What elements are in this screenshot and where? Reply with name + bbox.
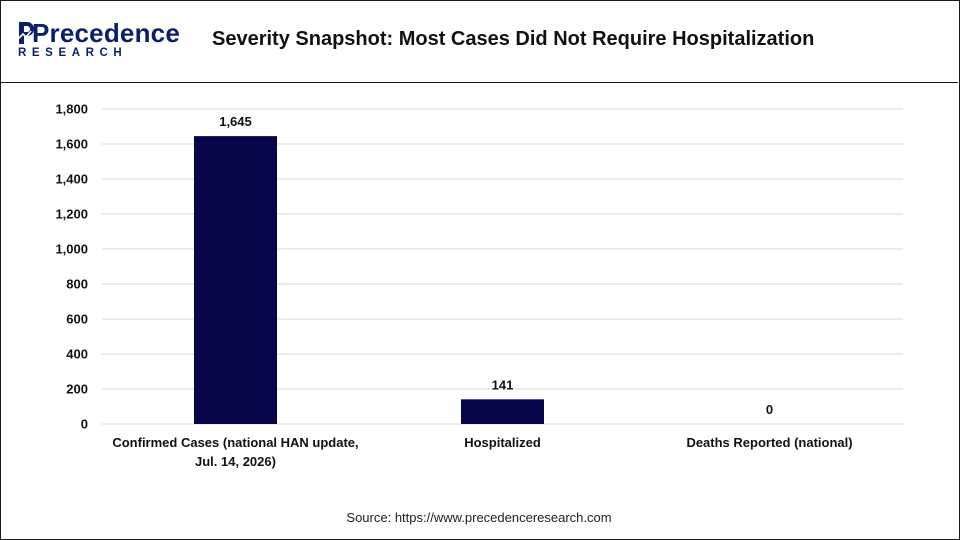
y-tick-label: 0	[81, 417, 88, 432]
bar-chart: 0 200 400 600 800 1,000 1,200 1,400 1,600 1,800 1…	[55, 102, 903, 469]
bars	[194, 136, 544, 424]
header: Precedence RESEARCH Severity Snapshot: M…	[0, 0, 958, 83]
y-axis: 0 200 400 600 800 1,000 1,200 1,400 1,600 1,800	[55, 102, 88, 432]
y-tick-label: 200	[66, 382, 88, 397]
x-axis: Confirmed Cases (national HAN update, Jul…	[112, 435, 852, 469]
brand-name: Precedence	[32, 18, 180, 48]
logo-mark-icon	[16, 22, 34, 44]
x-tick-label: Deaths Reported (national)	[686, 435, 852, 450]
y-tick-label: 1,800	[55, 102, 88, 117]
y-tick-label: 1,000	[55, 242, 88, 257]
data-labels: 1,645 141 0	[219, 114, 773, 417]
brand-logo: Precedence RESEARCH	[16, 18, 180, 64]
bar	[461, 399, 544, 424]
y-tick-label: 1,400	[55, 172, 88, 187]
data-label: 1,645	[219, 114, 252, 129]
y-tick-label: 1,600	[55, 137, 88, 152]
x-tick-label: Confirmed Cases (national HAN update,	[112, 435, 358, 450]
data-label: 141	[492, 377, 514, 392]
x-tick-label: Jul. 14, 2026)	[195, 454, 276, 469]
y-tick-label: 1,200	[55, 207, 88, 222]
y-tick-label: 800	[66, 277, 88, 292]
source-note: Source: https://www.precedenceresearch.c…	[346, 510, 612, 525]
y-tick-label: 600	[66, 312, 88, 327]
bar	[194, 136, 277, 424]
brand-subtitle: RESEARCH	[18, 47, 128, 59]
chart-title: Severity Snapshot: Most Cases Did Not Re…	[212, 28, 815, 50]
y-tick-label: 400	[66, 347, 88, 362]
x-tick-label: Hospitalized	[464, 435, 541, 450]
data-label: 0	[766, 402, 773, 417]
